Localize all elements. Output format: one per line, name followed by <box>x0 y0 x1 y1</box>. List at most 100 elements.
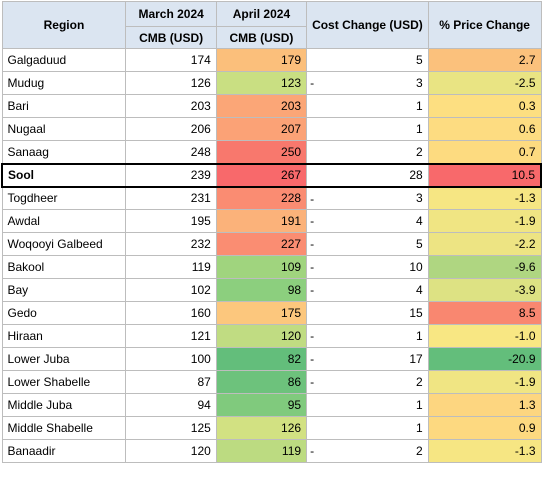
april-cmb-cell: 98 <box>215 278 308 302</box>
cost-change-cell: -2 <box>306 439 429 463</box>
cost-change-value: 2 <box>416 375 423 389</box>
table-row: Hiraan 121 120-1 -1.0 <box>1 324 542 348</box>
negative-sign: - <box>310 352 315 366</box>
table-row: Gedo 160 175 15 8.5 <box>1 301 542 325</box>
pct-change-cell: -1.0 <box>427 324 542 348</box>
cost-change-cell: - 17 <box>306 347 429 371</box>
cost-change-value: 2 <box>416 444 423 458</box>
table-row: Woqooyi Galbeed 232 227-5 -2.2 <box>1 232 542 256</box>
pct-change-cell: -1.3 <box>427 186 542 210</box>
table-row: Lower Juba 100 82- 17 -20.9 <box>1 347 542 371</box>
april-cmb-cell: 175 <box>215 301 308 325</box>
pct-change-cell: -3.9 <box>427 278 542 302</box>
table-row: Bari 203 203 1 0.3 <box>1 94 542 118</box>
cost-change-cell: -3 <box>306 71 429 95</box>
region-cell: Galgaduud <box>1 48 127 72</box>
march-cmb-subheader: CMB (USD) <box>125 26 217 49</box>
region-cell: Hiraan <box>1 324 127 348</box>
header-row: Region March 2024 April 2024 Cost Change… <box>1 1 542 49</box>
pct-change-cell: -1.9 <box>427 370 542 394</box>
april-cmb-cell: 179 <box>215 48 308 72</box>
table-body: Galgaduud 174 179 5 2.7 Mudug 126 123-3 -2.5 Bari… <box>1 48 542 463</box>
cost-change-cell: 1 <box>306 393 429 417</box>
pct-change-cell: 0.7 <box>427 140 542 164</box>
cost-change-value: 1 <box>416 329 423 343</box>
region-cell: Middle Juba <box>1 393 127 417</box>
pct-change-cell: -9.6 <box>427 255 542 279</box>
march-cmb-cell: 248 <box>125 140 217 164</box>
march-cmb-cell: 126 <box>125 71 217 95</box>
region-cell: Lower Shabelle <box>1 370 127 394</box>
cost-change-value: 3 <box>416 191 423 206</box>
april-cmb-cell: 95 <box>215 393 308 417</box>
pct-change-cell: -2.5 <box>427 71 542 95</box>
pct-change-cell: 2.7 <box>427 48 542 72</box>
march-cmb-cell: 206 <box>125 117 217 141</box>
cost-change-cell: 1 <box>306 117 429 141</box>
cost-change-value: 28 <box>409 168 423 182</box>
april-cmb-cell: 86 <box>215 370 308 394</box>
table-row: Bakool 119 109- 10 -9.6 <box>1 255 542 279</box>
table-row: Togdheer 231 228-3 -1.3 <box>1 186 542 210</box>
march-cmb-cell: 232 <box>125 232 217 256</box>
negative-sign: - <box>310 283 315 297</box>
cost-change-value: 15 <box>409 306 423 320</box>
region-cell: Sool <box>1 162 127 188</box>
region-cell: Lower Juba <box>1 347 127 371</box>
negative-sign: - <box>310 237 315 251</box>
table-row: Banaadir 120 119-2 -1.3 <box>1 439 542 463</box>
pct-change-cell: 0.9 <box>427 416 542 440</box>
cost-change-cell: - 10 <box>306 255 429 279</box>
cost-change-value: 1 <box>416 99 423 113</box>
region-cell: Mudug <box>1 71 127 95</box>
table-row: Mudug 126 123-3 -2.5 <box>1 71 542 95</box>
march-cmb-cell: 121 <box>125 324 217 348</box>
negative-sign: - <box>310 191 315 206</box>
cost-change-cell: 5 <box>306 48 429 72</box>
negative-sign: - <box>310 214 315 228</box>
cost-change-cell: -4 <box>306 209 429 233</box>
april-cmb-cell: 126 <box>215 416 308 440</box>
march-cmb-cell: 102 <box>125 278 217 302</box>
negative-sign: - <box>310 444 315 458</box>
cost-change-value: 1 <box>416 421 423 435</box>
table-row: Sanaag 248 250 2 0.7 <box>1 140 542 164</box>
region-cell: Woqooyi Galbeed <box>1 232 127 256</box>
cost-change-value: 1 <box>416 122 423 136</box>
march-cmb-cell: 120 <box>125 439 217 463</box>
table-row: Middle Shabelle 125 126 1 0.9 <box>1 416 542 440</box>
march-cmb-cell: 87 <box>125 370 217 394</box>
negative-sign: - <box>310 76 315 90</box>
pct-change-cell: 0.6 <box>427 117 542 141</box>
cost-change-cell: -5 <box>306 232 429 256</box>
april-cmb-cell: 191 <box>215 209 308 233</box>
cost-change-cell: -4 <box>306 278 429 302</box>
march-header: March 2024 <box>125 1 217 27</box>
cost-change-value: 4 <box>416 283 423 297</box>
april-cmb-cell: 207 <box>215 117 308 141</box>
cost-change-value: 3 <box>416 76 423 90</box>
region-cell: Middle Shabelle <box>1 416 127 440</box>
cost-change-cell: 15 <box>306 301 429 325</box>
april-cmb-cell: 227 <box>215 232 308 256</box>
region-header: Region <box>1 1 127 49</box>
cost-change-value: 5 <box>416 237 423 251</box>
pct-change-cell: -1.9 <box>427 209 542 233</box>
negative-sign: - <box>310 260 315 274</box>
region-cell: Awdal <box>1 209 127 233</box>
region-cell: Bari <box>1 94 127 118</box>
region-cell: Bakool <box>1 255 127 279</box>
table-row: Galgaduud 174 179 5 2.7 <box>1 48 542 72</box>
cost-change-cell: -2 <box>306 370 429 394</box>
cost-change-value: 4 <box>416 214 423 228</box>
march-cmb-cell: 119 <box>125 255 217 279</box>
cost-change-cell: -3 <box>306 186 429 210</box>
march-cmb-cell: 195 <box>125 209 217 233</box>
table-row: Middle Juba 94 95 1 1.3 <box>1 393 542 417</box>
april-cmb-cell: 203 <box>215 94 308 118</box>
cost-change-value: 1 <box>416 398 423 412</box>
march-cmb-cell: 160 <box>125 301 217 325</box>
march-cmb-cell: 100 <box>125 347 217 371</box>
cost-change-cell: 2 <box>306 140 429 164</box>
march-cmb-cell: 174 <box>125 48 217 72</box>
